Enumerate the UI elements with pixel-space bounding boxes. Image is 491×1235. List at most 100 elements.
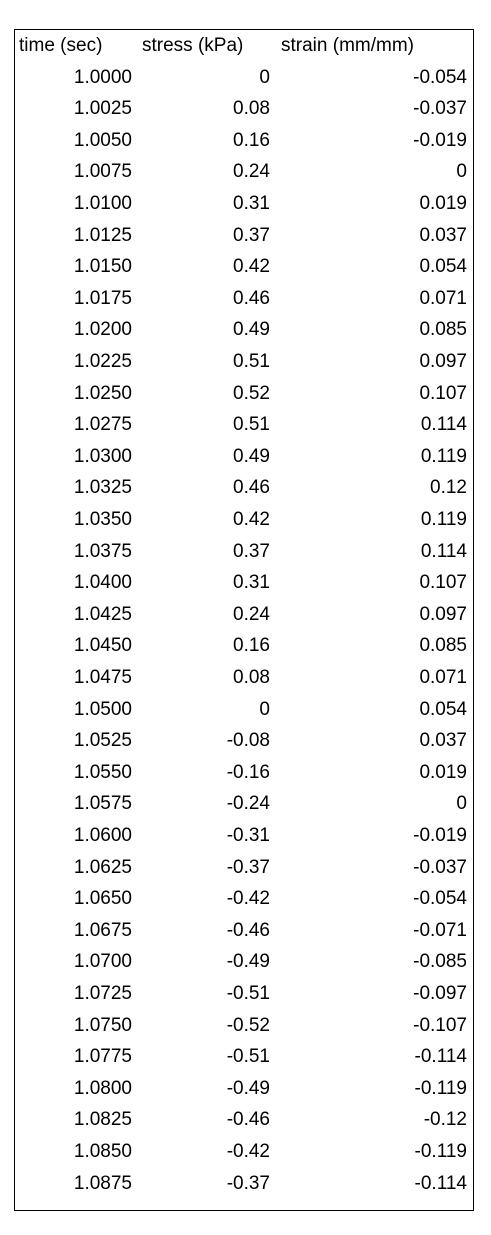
cell-stress: 0.46 xyxy=(233,287,270,309)
table-row: 1.0275 0.51 0.114 xyxy=(15,409,473,441)
table-row: 1.0675 -0.46 -0.071 xyxy=(15,915,473,947)
cell-time: 1.0750 xyxy=(73,1014,132,1036)
cell-stress: 0.16 xyxy=(233,129,270,151)
cell-stress: -0.51 xyxy=(226,1046,270,1068)
cell-strain: -0.037 xyxy=(413,98,467,120)
cell-strain: 0.019 xyxy=(419,761,467,783)
table-row: 1.0800 -0.49 -0.119 xyxy=(15,1073,473,1105)
cell-time: 1.0600 xyxy=(73,825,132,846)
table-row: 1.0300 0.49 0.119 xyxy=(15,441,473,473)
cell-time: 1.0850 xyxy=(73,1141,132,1162)
cell-strain: 0.071 xyxy=(419,287,467,309)
cell-strain: 0.054 xyxy=(419,698,467,720)
cell-strain: 0.037 xyxy=(419,224,467,246)
cell-stress: -0.24 xyxy=(226,793,270,815)
cell-stress: 0.24 xyxy=(233,161,270,183)
column-header-time: time (sec) xyxy=(19,35,103,56)
table-row: 1.0500 0 0.054 xyxy=(15,694,473,726)
table-row: 1.0225 0.51 0.097 xyxy=(15,346,473,378)
table-row: 1.0525 -0.08 0.037 xyxy=(15,725,473,757)
table-row: 1.0700 -0.49 -0.085 xyxy=(15,946,473,978)
cell-time: 1.0425 xyxy=(73,603,132,625)
cell-time: 1.0350 xyxy=(73,509,132,530)
cell-strain: -0.12 xyxy=(423,1109,467,1131)
cell-strain: 0.119 xyxy=(420,445,467,467)
table-row: 1.0625 -0.37 -0.037 xyxy=(15,852,473,884)
cell-strain: -0.071 xyxy=(413,919,467,941)
cell-stress: -0.46 xyxy=(226,919,270,941)
cell-stress: -0.51 xyxy=(226,983,270,1004)
cell-stress: 0.52 xyxy=(233,382,270,404)
table-row: 1.0250 0.52 0.107 xyxy=(15,378,473,410)
table-row: 1.0650 -0.42 -0.054 xyxy=(15,883,473,915)
cell-stress: 0.46 xyxy=(233,477,270,499)
cell-strain: -0.085 xyxy=(413,951,467,973)
cell-stress: -0.42 xyxy=(226,1141,270,1162)
cell-stress: 0.42 xyxy=(233,256,270,278)
cell-time: 1.0100 xyxy=(73,193,132,214)
cell-stress: -0.08 xyxy=(226,730,270,752)
table-row: 1.0050 0.16 -0.019 xyxy=(15,125,473,157)
cell-stress: -0.37 xyxy=(226,856,270,878)
cell-stress: 0.42 xyxy=(233,509,270,530)
cell-strain: -0.114 xyxy=(414,1172,467,1194)
table-row: 1.0600 -0.31 -0.019 xyxy=(15,820,473,852)
cell-strain: 0.097 xyxy=(419,351,467,372)
cell-stress: 0 xyxy=(259,66,270,88)
table-row: 1.0100 0.31 0.019 xyxy=(15,188,473,220)
cell-time: 1.0150 xyxy=(73,256,132,278)
table-row: 1.0350 0.42 0.119 xyxy=(15,504,473,536)
cell-stress: 0.08 xyxy=(233,98,270,120)
data-table: time (sec) stress (kPa) strain (mm/mm) 1… xyxy=(14,29,474,1211)
cell-strain: -0.107 xyxy=(413,1014,467,1036)
table-row: 1.0875 -0.37 -0.114 xyxy=(15,1168,473,1200)
cell-strain: -0.114 xyxy=(414,1046,467,1068)
cell-time: 1.0400 xyxy=(73,572,132,594)
cell-time: 1.0550 xyxy=(73,761,132,783)
cell-stress: -0.42 xyxy=(226,888,270,910)
cell-time: 1.0250 xyxy=(73,382,132,404)
table-row: 1.0125 0.37 0.037 xyxy=(15,220,473,252)
table-row: 1.0025 0.08 -0.037 xyxy=(15,93,473,125)
cell-time: 1.0450 xyxy=(73,635,132,657)
table-row: 1.0450 0.16 0.085 xyxy=(15,630,473,662)
cell-time: 1.0500 xyxy=(73,698,132,720)
cell-time: 1.0200 xyxy=(73,319,132,341)
cell-time: 1.0525 xyxy=(73,730,132,752)
cell-time: 1.0875 xyxy=(73,1172,132,1194)
cell-strain: -0.119 xyxy=(414,1077,467,1099)
cell-stress: 0.31 xyxy=(233,572,270,594)
cell-stress: 0.51 xyxy=(233,351,270,372)
table-row: 1.0850 -0.42 -0.119 xyxy=(15,1136,473,1168)
cell-stress: 0.49 xyxy=(233,319,270,341)
cell-time: 1.0575 xyxy=(73,793,132,815)
cell-time: 1.0325 xyxy=(73,477,132,499)
table-row: 1.0575 -0.24 0 xyxy=(15,788,473,820)
cell-stress: 0.37 xyxy=(233,224,270,246)
cell-time: 1.0675 xyxy=(73,919,132,941)
cell-strain: -0.054 xyxy=(413,66,467,88)
cell-time: 1.0300 xyxy=(73,445,132,467)
cell-strain: -0.037 xyxy=(413,856,467,878)
cell-time: 1.0225 xyxy=(73,351,132,372)
cell-stress: 0.37 xyxy=(233,540,270,562)
cell-time: 1.0700 xyxy=(73,951,132,973)
cell-stress: 0 xyxy=(259,698,270,720)
cell-strain: 0.071 xyxy=(419,667,467,688)
cell-strain: -0.097 xyxy=(413,983,467,1004)
table-row: 1.0775 -0.51 -0.114 xyxy=(15,1041,473,1073)
cell-stress: 0.31 xyxy=(233,193,270,214)
cell-time: 1.0825 xyxy=(73,1109,132,1131)
cell-stress: -0.16 xyxy=(226,761,270,783)
table-row: 1.0000 0 -0.054 xyxy=(15,62,473,94)
cell-strain: 0.114 xyxy=(420,540,467,562)
cell-strain: -0.119 xyxy=(414,1141,467,1162)
cell-stress: -0.49 xyxy=(226,951,270,973)
column-header-stress: stress (kPa) xyxy=(142,35,244,56)
cell-time: 1.0125 xyxy=(73,224,132,246)
cell-strain: 0.119 xyxy=(420,509,467,530)
cell-time: 1.0000 xyxy=(73,66,132,88)
cell-strain: 0.097 xyxy=(419,603,467,625)
cell-strain: 0.037 xyxy=(419,730,467,752)
table-row: 1.0550 -0.16 0.019 xyxy=(15,757,473,789)
